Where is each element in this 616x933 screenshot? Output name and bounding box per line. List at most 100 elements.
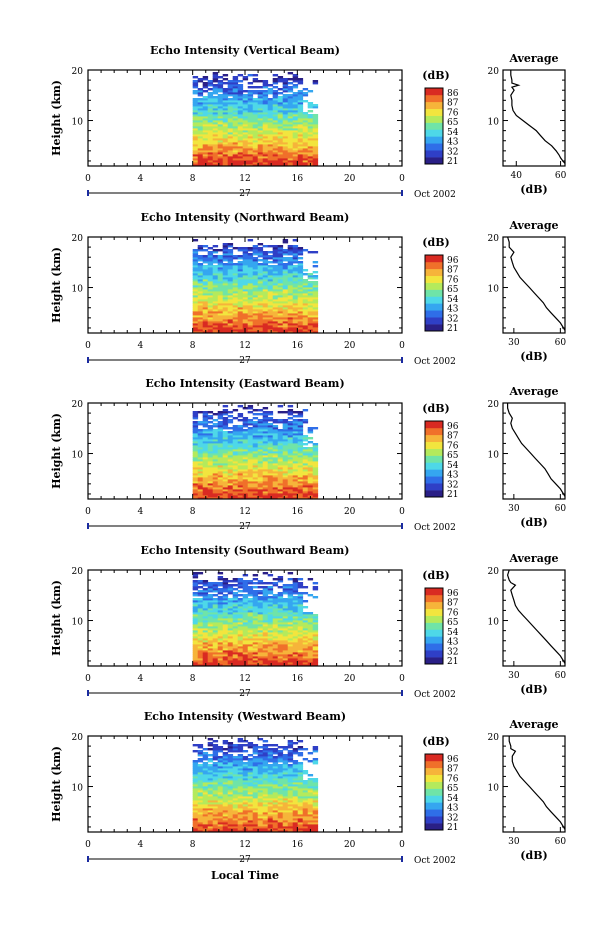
heatmap-cell <box>268 261 273 263</box>
heatmap-cell <box>258 413 263 415</box>
heatmap-cell <box>298 261 303 263</box>
x-tick-label: 0 <box>399 341 405 351</box>
heatmap-cell <box>208 582 213 584</box>
panel-0: Echo Intensity (Vertical Beam)Height (km… <box>50 44 567 200</box>
heatmap-cell <box>313 265 318 267</box>
heatmap-cell <box>263 251 268 253</box>
heatmap-cell <box>218 576 223 578</box>
heatmap-cell <box>268 574 273 576</box>
profile-x-tick-label: 40 <box>511 171 523 181</box>
heatmap-cell <box>313 104 318 106</box>
x-tick-label: 0 <box>399 507 405 517</box>
heatmap-cell <box>268 84 273 86</box>
heatmap-cell <box>273 419 278 421</box>
colorbar-tick-label: 54 <box>447 128 459 138</box>
colorbar-swatch <box>425 150 443 157</box>
heatmap-cell <box>248 586 253 588</box>
heatmap-cell <box>273 245 278 247</box>
heatmap-cell <box>198 598 203 600</box>
heatmap-cell <box>308 612 313 614</box>
heatmap-cell <box>243 417 248 419</box>
heatmap-cell <box>218 249 223 251</box>
heatmap-cell <box>203 96 208 98</box>
heatmap-cell <box>288 82 293 84</box>
heatmap-cell <box>248 405 253 407</box>
x-tick-label: 8 <box>190 341 196 351</box>
heatmap-cell <box>253 257 258 259</box>
heatmap-cell <box>213 255 218 257</box>
heatmap-cell <box>228 249 233 251</box>
heatmap-cell <box>218 582 223 584</box>
profile-x-label: (dB) <box>520 350 547 363</box>
x-tick-label: 0 <box>85 341 91 351</box>
colorbar-tick-label: 76 <box>447 275 459 285</box>
heatmap-cell <box>248 239 253 241</box>
panel-title: Echo Intensity (Southward Beam) <box>141 544 350 557</box>
heatmap-cell <box>308 578 313 580</box>
heatmap-cell <box>193 80 198 82</box>
colorbar-tick-label: 87 <box>447 99 459 109</box>
y-axis-label: Height (km) <box>50 413 63 489</box>
heatmap-cell <box>203 429 208 431</box>
heatmap-cell <box>223 409 228 411</box>
heatmap-cell <box>213 598 218 600</box>
heatmap-cell <box>213 249 218 251</box>
heatmap-cell <box>278 586 283 588</box>
colorbar-swatch <box>425 290 443 297</box>
heatmap-cell <box>238 255 243 257</box>
heatmap-cell <box>298 78 303 80</box>
x-tick-label: 0 <box>85 507 91 517</box>
y-tick-label: 10 <box>72 618 84 628</box>
heatmap-cell <box>253 74 258 76</box>
heatmap-cell <box>288 257 293 259</box>
heatmap-cell <box>288 86 293 88</box>
heatmap-cell <box>258 90 263 92</box>
heatmap-cell <box>238 594 243 596</box>
heatmap-cell <box>233 409 238 411</box>
heatmap-cell <box>313 596 318 598</box>
heatmap-cell <box>243 94 248 96</box>
profile-title: Average <box>508 219 558 232</box>
heatmap-cell <box>258 80 263 82</box>
heatmap-cell <box>258 263 263 265</box>
heatmap-cell <box>248 247 253 249</box>
profile-y-tick-label: 10 <box>488 618 500 628</box>
heatmap-cell <box>203 255 208 257</box>
heatmap-cell <box>273 582 278 584</box>
heatmap-cell <box>238 405 243 407</box>
panel-2: Echo Intensity (Eastward Beam)Height (km… <box>50 377 566 533</box>
heatmap-cell <box>283 78 288 80</box>
heatmap-cell <box>308 102 313 104</box>
heatmap-cell <box>248 253 253 255</box>
heatmap-cell <box>303 419 308 421</box>
heatmap-cell <box>283 239 288 241</box>
month-label: Oct 2002 <box>414 357 456 367</box>
colorbar-swatch <box>425 609 443 616</box>
heatmap-cell <box>313 114 318 116</box>
profile-x-label: (dB) <box>520 183 547 196</box>
colorbar-tick-label: 86 <box>447 89 459 99</box>
heatmap-cell <box>303 435 308 437</box>
heatmap-cell <box>208 247 213 249</box>
heatmap-cell <box>228 598 233 600</box>
heatmap-cell <box>268 596 273 598</box>
heatmap-cell <box>303 447 308 449</box>
heatmap-cell <box>313 427 318 429</box>
y-axis-label: Height (km) <box>50 580 63 656</box>
heatmap-cell <box>248 580 253 582</box>
colorbar-swatch <box>425 143 443 150</box>
heatmap-cell <box>268 245 273 247</box>
colorbar-swatch <box>425 490 443 497</box>
heatmap-cell <box>253 582 258 584</box>
colorbar-tick-label: 76 <box>447 441 459 451</box>
x-tick-label: 12 <box>239 174 250 184</box>
heatmap-cell <box>303 100 308 102</box>
colorbar-swatch <box>425 435 443 442</box>
y-axis-label: Height (km) <box>50 80 63 156</box>
colorbar-unit: (dB) <box>422 236 449 249</box>
colorbar-swatch <box>425 129 443 136</box>
heatmap-cell <box>283 94 288 96</box>
heatmap-cell <box>298 582 303 584</box>
heatmap-cell <box>278 429 283 431</box>
heatmap-cell <box>238 413 243 415</box>
